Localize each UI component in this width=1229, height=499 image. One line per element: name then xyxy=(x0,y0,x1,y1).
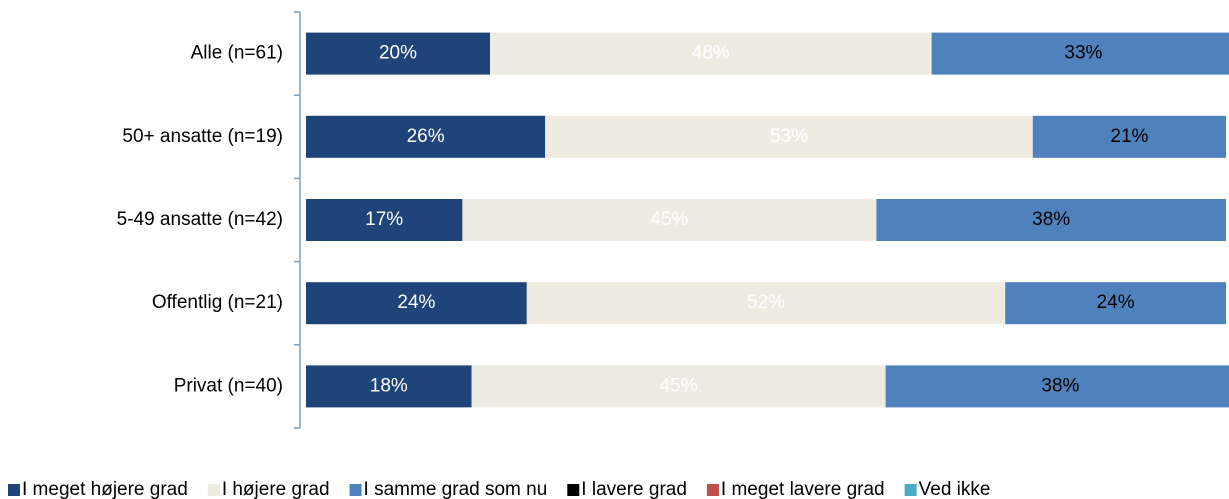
data-label: 24% xyxy=(397,292,435,313)
bar-segment xyxy=(471,365,886,408)
bar-segment xyxy=(1005,282,1226,325)
data-label: 53% xyxy=(770,126,808,147)
category-label: 50+ ansatte (n=19) xyxy=(122,126,283,147)
category-label: Offentlig (n=21) xyxy=(152,292,283,313)
data-label: 17% xyxy=(365,209,403,230)
data-label: 45% xyxy=(650,209,688,230)
legend-label: I meget lavere grad xyxy=(721,479,885,499)
category-label: 5-49 ansatte (n=42) xyxy=(117,209,283,230)
legend-swatch xyxy=(207,484,220,496)
legend-label: I samme grad som nu xyxy=(364,479,548,499)
data-label: 45% xyxy=(660,375,698,396)
data-label: 24% xyxy=(1097,292,1135,313)
data-label: 38% xyxy=(1041,375,1079,396)
legend-label: I meget højere grad xyxy=(22,479,188,499)
data-label: 26% xyxy=(407,126,445,147)
data-label: 18% xyxy=(370,375,408,396)
bar-segment xyxy=(306,32,490,75)
bar-segment xyxy=(526,282,1006,325)
data-label: 52% xyxy=(747,292,785,313)
bar-segment xyxy=(306,365,472,408)
data-label: 33% xyxy=(1064,43,1102,64)
legend-swatch xyxy=(8,484,20,496)
bar-segment xyxy=(462,199,877,241)
category-label: Alle (n=61) xyxy=(191,43,283,64)
data-label: 20% xyxy=(379,43,417,64)
legend-label: I højere grad xyxy=(222,479,330,499)
legend-label: I lavere grad xyxy=(581,479,687,499)
bar-segment xyxy=(306,282,527,325)
bar-segment xyxy=(885,365,1229,408)
bar-segment xyxy=(1032,115,1226,158)
data-label: 48% xyxy=(692,43,730,64)
legend-swatch xyxy=(904,484,917,496)
bar-segment xyxy=(306,199,463,241)
category-label: Privat (n=40) xyxy=(174,375,283,396)
legend-swatch xyxy=(349,484,362,496)
bar-segment xyxy=(306,115,546,158)
legend-label: Ved ikke xyxy=(919,479,991,499)
legend-swatch xyxy=(567,484,580,496)
bar-segment xyxy=(490,32,932,75)
bar-segment xyxy=(931,32,1229,75)
data-label: 38% xyxy=(1032,209,1070,230)
legend-swatch xyxy=(706,484,719,496)
bar-segment xyxy=(876,199,1226,241)
bar-segment xyxy=(545,115,1033,158)
data-label: 21% xyxy=(1110,126,1148,147)
